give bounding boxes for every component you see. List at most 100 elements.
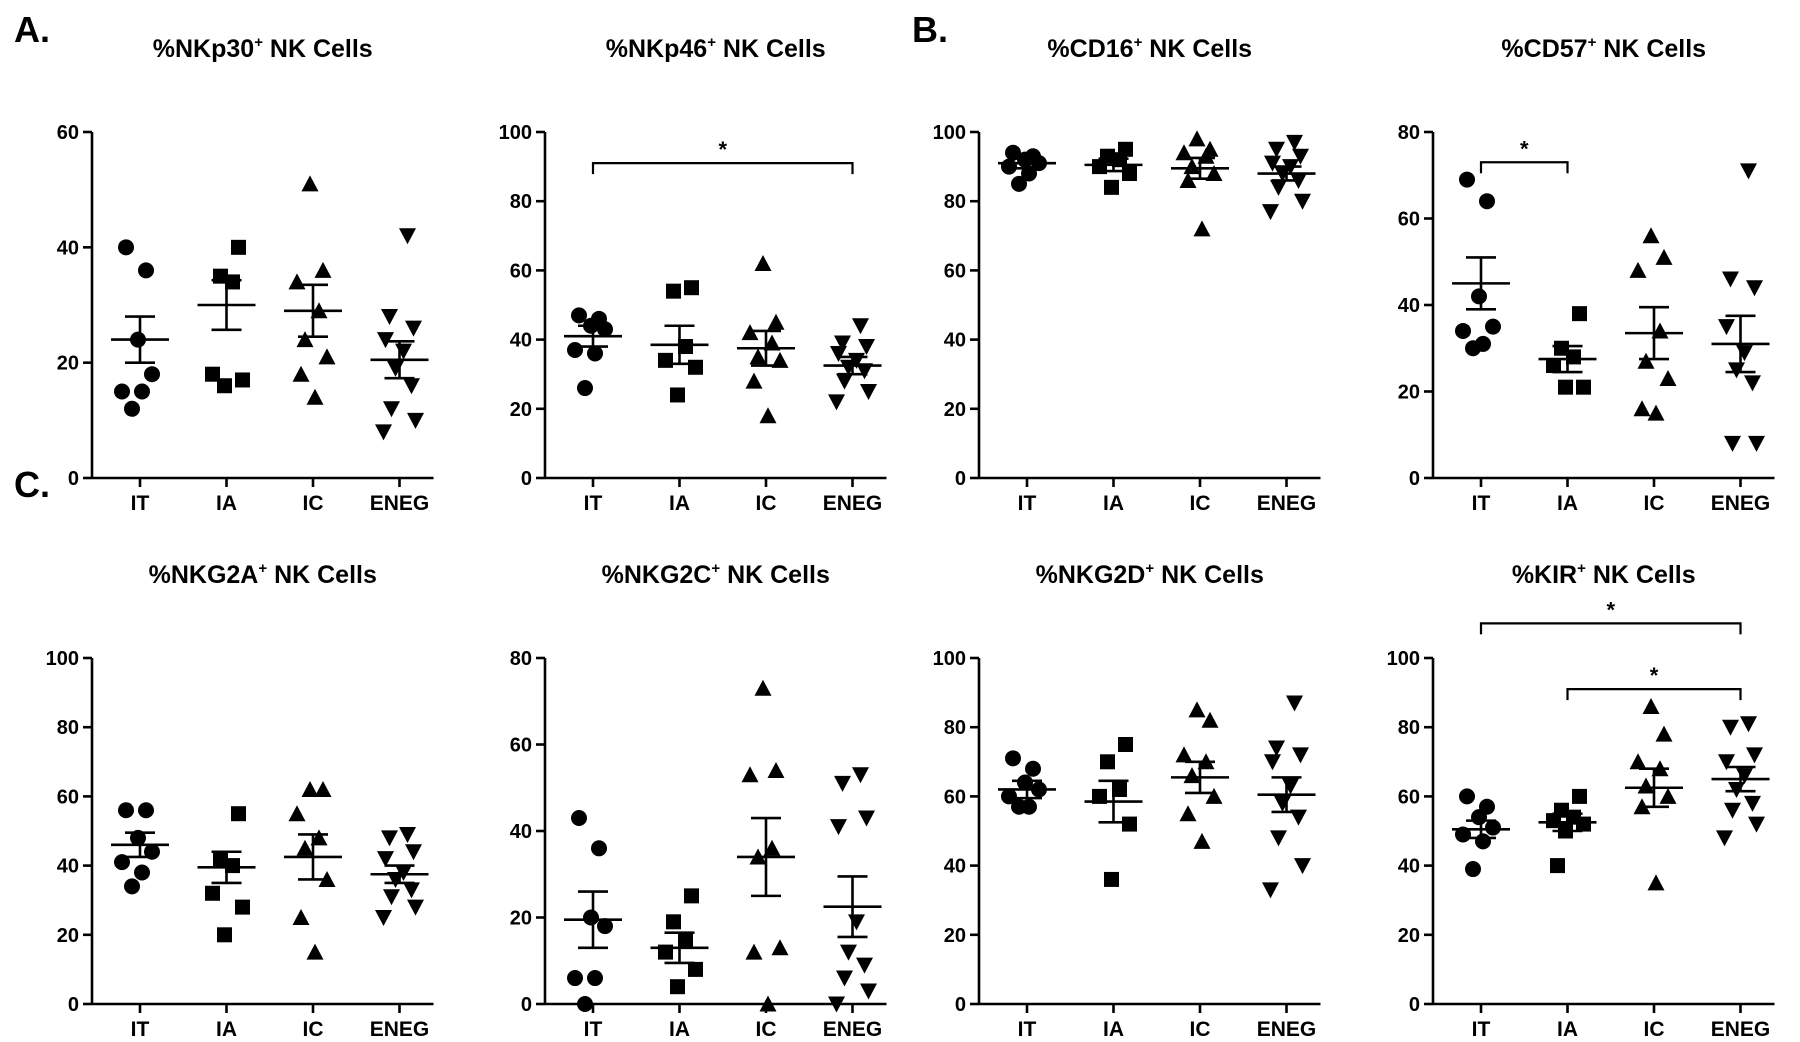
data-point <box>1659 787 1677 804</box>
data-point <box>1748 816 1765 833</box>
y-tick-label: 80 <box>1398 717 1420 739</box>
data-point <box>684 888 699 904</box>
x-tick-label: IT <box>1472 1018 1491 1041</box>
data-point <box>1746 747 1763 764</box>
data-point <box>1465 340 1481 357</box>
data-point <box>288 805 306 822</box>
data-point <box>1546 358 1561 374</box>
significance-star: * <box>718 137 727 162</box>
data-point <box>387 360 404 377</box>
y-tick-label: 20 <box>510 399 532 421</box>
chart-title-main: %NKp46 <box>606 35 707 63</box>
data-point <box>836 373 853 390</box>
data-point <box>1122 166 1137 182</box>
data-point <box>856 957 873 974</box>
data-point <box>749 348 767 365</box>
data-point <box>1566 349 1581 365</box>
x-tick-label: ENEG <box>1257 1018 1317 1041</box>
x-tick-label: IC <box>1190 492 1211 515</box>
data-point <box>1748 435 1765 452</box>
data-point <box>381 309 398 326</box>
data-point <box>1274 795 1291 812</box>
data-point <box>296 331 314 348</box>
data-point <box>1104 179 1119 195</box>
y-tick-label: 40 <box>1398 856 1420 878</box>
y-tick-label: 40 <box>57 237 79 259</box>
x-tick-label: IT <box>1472 492 1491 515</box>
significance-bracket <box>1479 161 1569 174</box>
data-point <box>1629 261 1647 278</box>
y-tick-label: 20 <box>57 353 79 375</box>
y-tick-label: 100 <box>933 648 966 670</box>
data-point <box>670 979 685 995</box>
y-tick-label: 40 <box>510 821 532 843</box>
x-tick-label: IA <box>1557 492 1578 515</box>
data-point <box>587 970 603 987</box>
y-tick-label: 80 <box>1398 122 1420 144</box>
data-point <box>1193 832 1211 849</box>
chart-title-rest: NK Cells <box>1596 35 1706 63</box>
data-point <box>1655 248 1673 265</box>
data-point <box>1471 809 1487 826</box>
data-point <box>381 830 398 847</box>
data-point <box>834 335 851 352</box>
data-point <box>1576 379 1591 395</box>
data-point <box>1262 882 1279 899</box>
data-point <box>658 352 673 368</box>
data-point <box>597 321 613 338</box>
data-point <box>383 889 400 906</box>
data-point <box>1005 750 1021 767</box>
data-point <box>114 383 130 400</box>
significance-bracket <box>1479 622 1742 635</box>
data-point <box>1485 819 1501 836</box>
data-point <box>405 320 422 337</box>
x-tick-label: IT <box>1018 1018 1037 1041</box>
data-point <box>1188 130 1206 147</box>
data-point <box>763 334 781 351</box>
y-tick-label: 40 <box>510 330 532 352</box>
y-tick-label: 40 <box>944 330 966 352</box>
data-point <box>591 840 607 857</box>
data-point <box>754 254 772 271</box>
data-point <box>1175 144 1193 161</box>
y-tick-label: 0 <box>521 468 532 490</box>
data-point <box>407 899 424 916</box>
data-point <box>666 283 681 299</box>
chart-panel-2: %CD16+ NK Cells 0 20 40 60 80 100 IT IA IC ENEG <box>933 34 1321 515</box>
y-tick-label: 80 <box>944 191 966 213</box>
y-tick-label: 20 <box>944 399 966 421</box>
data-point <box>577 996 593 1012</box>
x-tick-label: IT <box>1018 492 1037 515</box>
data-point <box>1746 280 1763 297</box>
x-tick-label: IA <box>669 1018 690 1041</box>
x-tick-label: IC <box>1644 492 1665 515</box>
y-tick-label: 80 <box>57 717 79 739</box>
data-point <box>288 273 306 290</box>
chart-panel-0: %NKp30+ NK Cells 0 20 40 60 IT IA IC ENEG <box>57 34 434 515</box>
significance-bracket <box>591 162 854 175</box>
data-point <box>296 839 314 856</box>
data-point <box>840 944 857 961</box>
chart-title-main: %NKp30 <box>153 35 254 63</box>
data-point <box>1576 816 1591 832</box>
data-point <box>318 348 336 365</box>
data-point <box>310 829 328 846</box>
data-point <box>688 359 703 375</box>
x-tick-label: IA <box>216 492 237 515</box>
x-tick-label: IC <box>1190 1018 1211 1041</box>
data-point <box>1183 767 1201 784</box>
data-point <box>1659 370 1677 387</box>
data-point <box>1270 179 1287 196</box>
data-point <box>771 939 789 956</box>
data-point <box>306 943 324 960</box>
data-point <box>830 819 847 836</box>
data-point <box>1459 171 1475 188</box>
data-point <box>763 839 781 856</box>
y-tick-label: 0 <box>521 994 532 1016</box>
y-tick-label: 20 <box>1398 382 1420 404</box>
x-tick-label: IT <box>131 492 150 515</box>
data-point <box>771 351 789 368</box>
y-tick-label: 40 <box>57 856 79 878</box>
data-point <box>1092 788 1107 804</box>
